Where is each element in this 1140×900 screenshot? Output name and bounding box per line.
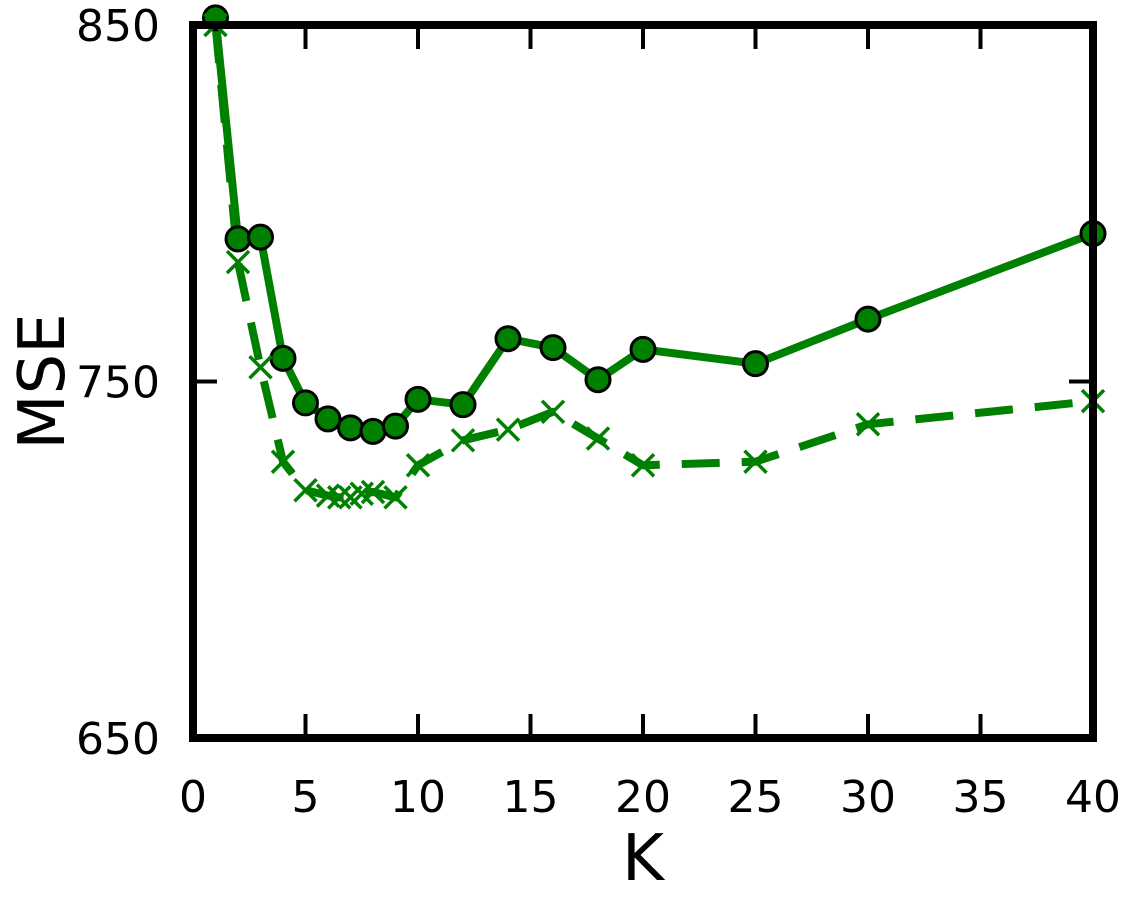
data-point-x [225,249,251,275]
x-tick-label: 40 [1065,772,1121,823]
x-tick-label: 30 [840,772,896,823]
data-point-x [360,479,386,505]
data-point [314,405,342,433]
data-point-x [383,485,408,510]
y-tick-label: 850 [76,1,160,52]
data-point [404,385,432,413]
x-tick-label: 25 [728,772,784,823]
data-point [224,225,252,253]
data-point [854,305,882,333]
y-tick-label: 750 [76,358,160,409]
data-point [247,223,274,251]
data-point [337,414,364,442]
marker-layer [202,4,1107,510]
data-point-x [855,412,881,437]
data-point [382,412,409,440]
data-point-x [293,477,318,503]
data-point-x [450,428,476,453]
x-tick-label: 0 [179,772,207,823]
data-point-x [630,453,656,478]
data-point-x [327,485,352,510]
data-point [494,325,522,353]
data-point-x [248,355,273,380]
data-point [449,391,477,419]
data-point-x [585,426,611,451]
data-point [584,366,612,394]
x-axis-title: K [622,822,666,896]
data-point-x [495,417,521,442]
x-tick-label: 20 [615,772,671,823]
data-point-x [270,449,296,474]
x-tick-label: 10 [390,772,446,823]
x-tick-label: 35 [953,772,1009,823]
tick-layer [193,25,1093,738]
data-point-x [743,449,768,474]
data-point [742,350,769,378]
data-point [539,334,567,362]
y-tick-label: 650 [76,714,160,765]
data-point [269,344,297,372]
x-tick-label: 5 [292,772,320,823]
x-tick-label: 15 [503,772,559,823]
data-point-x [405,453,431,478]
plot-frame [189,21,1097,742]
data-point [629,335,657,363]
series-line-1 [212,25,1093,436]
y-axis-title: MSE [6,313,80,449]
data-point [292,389,319,417]
data-point-x [540,399,566,425]
data-point [359,417,387,445]
label-layer: 0 5 10 15 20 25 30 35 40 650 750 850 [76,1,1121,823]
